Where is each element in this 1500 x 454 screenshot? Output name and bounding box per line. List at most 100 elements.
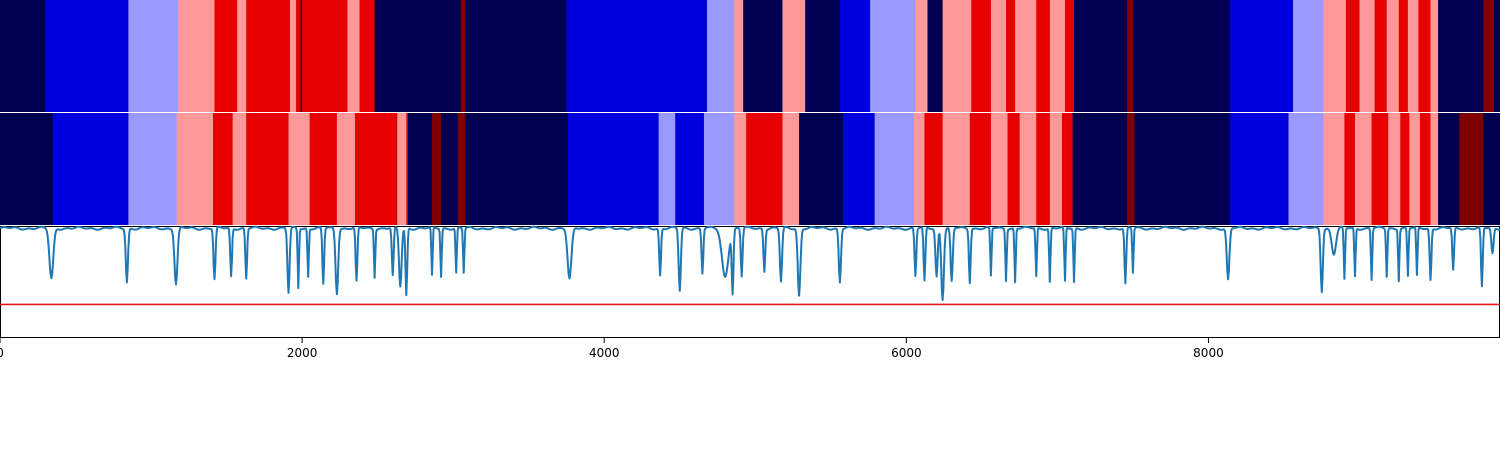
state-segment	[1288, 113, 1324, 225]
state-segment	[913, 113, 925, 225]
state-segment	[246, 0, 291, 112]
x-tick-label: 6000	[891, 346, 922, 360]
state-segment	[52, 113, 129, 225]
state-segment	[1064, 0, 1075, 112]
state-segment	[246, 113, 289, 225]
state-segment	[1459, 113, 1484, 225]
state-segment	[874, 113, 915, 225]
state-segment	[290, 0, 297, 112]
state-segment	[1019, 113, 1037, 225]
state-segment	[1374, 0, 1388, 112]
state-segment	[1388, 113, 1401, 225]
state-segment	[178, 0, 215, 112]
state-segment	[1126, 0, 1134, 112]
state-segment	[1438, 113, 1460, 225]
state-segment	[1400, 113, 1410, 225]
state-segment	[990, 113, 1008, 225]
state-segment	[460, 0, 466, 112]
state-segment	[407, 113, 433, 225]
state-segment	[1061, 113, 1073, 225]
state-segment	[1293, 0, 1324, 112]
state-segment	[1418, 0, 1431, 112]
state-segment	[1483, 0, 1495, 112]
state-segment	[566, 0, 708, 112]
state-segment	[799, 113, 844, 225]
state-segment	[296, 0, 301, 112]
state-segment	[1126, 113, 1135, 225]
state-segment	[942, 113, 971, 225]
x-axis: 0 2000 4000 6000 8000	[0, 338, 1224, 360]
state-segment	[302, 0, 314, 112]
state-segment	[942, 0, 972, 112]
state-segment	[1409, 113, 1421, 225]
state-segment	[300, 0, 303, 112]
state-segment	[1430, 113, 1439, 225]
state-segment	[658, 113, 676, 225]
state-segment	[1407, 0, 1419, 112]
state-segment	[870, 0, 916, 112]
state-segment	[1229, 0, 1294, 112]
state-segment	[1323, 0, 1347, 112]
state-segment	[1438, 0, 1484, 112]
state-segment	[457, 113, 466, 225]
state-segment	[1049, 0, 1066, 112]
state-tracks	[0, 0, 1500, 226]
state-segment	[1359, 0, 1376, 112]
state-segment	[128, 0, 179, 112]
x-tick-label: 8000	[1193, 346, 1224, 360]
state-segment	[309, 113, 338, 225]
state-segment	[1419, 113, 1431, 225]
state-segment	[782, 113, 800, 225]
state-segment	[0, 113, 54, 225]
state-segment	[1493, 0, 1500, 112]
state-segment	[924, 113, 943, 225]
state-segment	[567, 113, 660, 225]
state-segment	[839, 0, 871, 112]
state-segment	[1006, 0, 1016, 112]
x-tick-label: 0	[0, 346, 4, 360]
state-segment	[805, 0, 841, 112]
state-segment	[1015, 0, 1037, 112]
state-segment	[734, 113, 747, 225]
state-segment	[971, 0, 992, 112]
state-segment	[465, 0, 567, 112]
state-segment	[312, 0, 348, 112]
state-segment	[1323, 113, 1345, 225]
state-segment	[237, 0, 247, 112]
state-segment	[347, 0, 360, 112]
state-segment	[359, 0, 376, 112]
state-segment	[746, 113, 783, 225]
state-segment	[1398, 0, 1409, 112]
state-segment	[706, 0, 735, 112]
state-segment	[374, 0, 462, 112]
state-segment	[45, 0, 129, 112]
state-segment	[1483, 113, 1500, 225]
signal-frame	[0, 226, 1500, 338]
state-segment	[1229, 113, 1289, 225]
state-segment	[927, 0, 943, 112]
state-track-2	[0, 113, 1500, 225]
state-segment	[1371, 113, 1389, 225]
state-segment	[1430, 0, 1439, 112]
state-segment	[915, 0, 928, 112]
x-tick-label: 4000	[589, 346, 620, 360]
state-segment	[734, 0, 744, 112]
signal-line	[0, 225, 1500, 302]
state-segment	[212, 113, 234, 225]
state-segment	[675, 113, 705, 225]
state-segment	[397, 113, 407, 225]
state-segment	[1074, 0, 1128, 112]
state-segment	[1049, 113, 1063, 225]
state-segment	[1354, 113, 1372, 225]
state-segment	[1007, 113, 1021, 225]
state-segment	[432, 113, 442, 225]
signal-panel	[0, 225, 1500, 338]
x-tick-label: 2000	[287, 346, 318, 360]
state-segment	[465, 113, 569, 225]
state-segment	[176, 113, 214, 225]
state-segment	[703, 113, 735, 225]
state-segment	[1132, 0, 1231, 112]
state-track-1	[0, 0, 1500, 112]
